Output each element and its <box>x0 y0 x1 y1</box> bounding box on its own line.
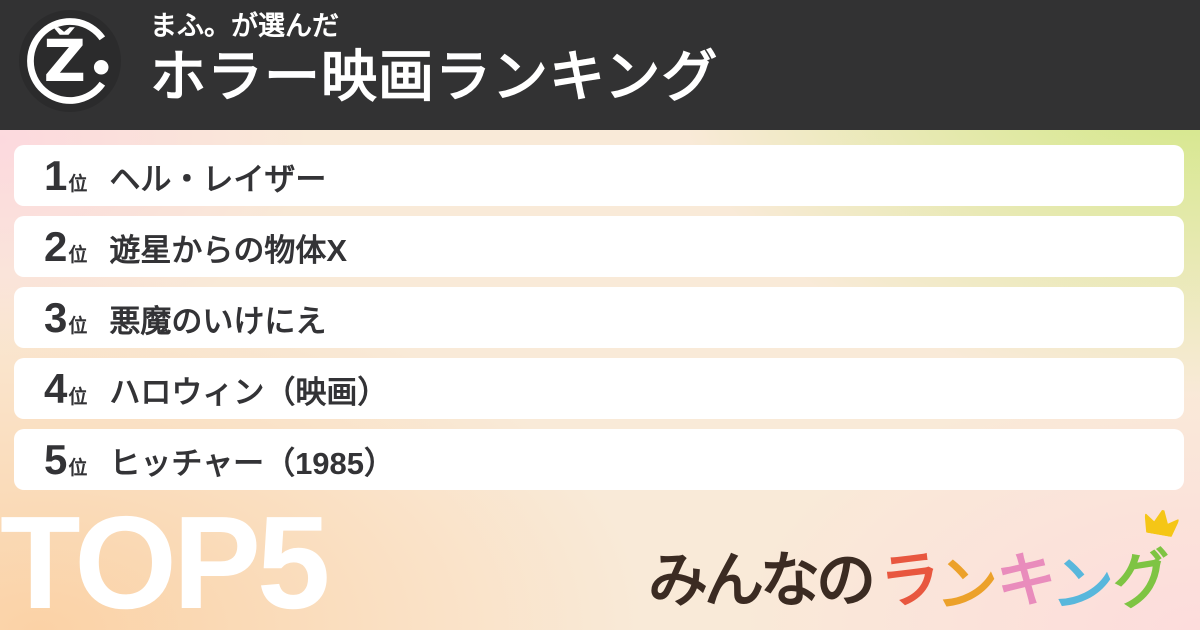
rank-suffix: 位 <box>68 387 88 408</box>
rank-number: 4 <box>44 365 68 412</box>
movie-title: ヘル・レイザー <box>109 162 327 197</box>
logo-char: ラ <box>876 543 943 618</box>
rank-suffix: 位 <box>68 174 88 195</box>
rank-suffix: 位 <box>68 458 88 479</box>
page-title: ホラー映画ランキング <box>150 44 719 108</box>
rank-number: 2 <box>44 223 68 270</box>
logo-char: ン <box>934 549 998 622</box>
ranking-row: 5位 ヒッチャー（1985） <box>14 429 1184 490</box>
movie-title: ヒッチャー（1985） <box>109 446 396 481</box>
rank-number: 3 <box>44 294 68 341</box>
movie-title: 悪魔のいけにえ <box>109 304 327 339</box>
movie-title: 遊星からの物体X <box>109 233 348 268</box>
logo-char: キ <box>994 545 1057 616</box>
site-logo: みんなのランキング <box>648 509 1179 622</box>
rank-suffix: 位 <box>68 316 88 337</box>
movie-title: ハロウィン（映画） <box>109 375 389 410</box>
ranking-row: 3位 悪魔のいけにえ <box>14 287 1184 348</box>
svg-text:Ž: Ž <box>44 26 86 95</box>
logo-prefix: みんなの <box>648 547 876 614</box>
ranking-row: 1位 ヘル・レイザー <box>14 145 1184 206</box>
logo-colored: ランキング <box>877 509 1179 622</box>
logo-char: ン <box>1049 549 1115 622</box>
ranking-row: 2位 遊星からの物体X <box>14 216 1184 277</box>
chooser-label: まふ。が選んだ <box>150 11 339 41</box>
top5-watermark: TOP5 <box>0 489 330 630</box>
header-bar: Ž まふ。が選んだ ホラー映画ランキング <box>0 0 1200 130</box>
crown-icon <box>1144 509 1179 537</box>
user-avatar-icon: Ž <box>19 10 121 112</box>
rank-number: 1 <box>44 152 68 199</box>
ranking-list: 1位 ヘル・レイザー 2位 遊星からの物体X 3位 悪魔のいけにえ 4位 ハロウィン（映… <box>14 145 1184 490</box>
rank-suffix: 位 <box>68 245 88 266</box>
rank-number: 5 <box>44 436 68 483</box>
logo-char: グ <box>1107 542 1176 619</box>
ranking-row: 4位 ハロウィン（映画） <box>14 358 1184 419</box>
header-text: まふ。が選んだ ホラー映画ランキング <box>150 10 718 109</box>
